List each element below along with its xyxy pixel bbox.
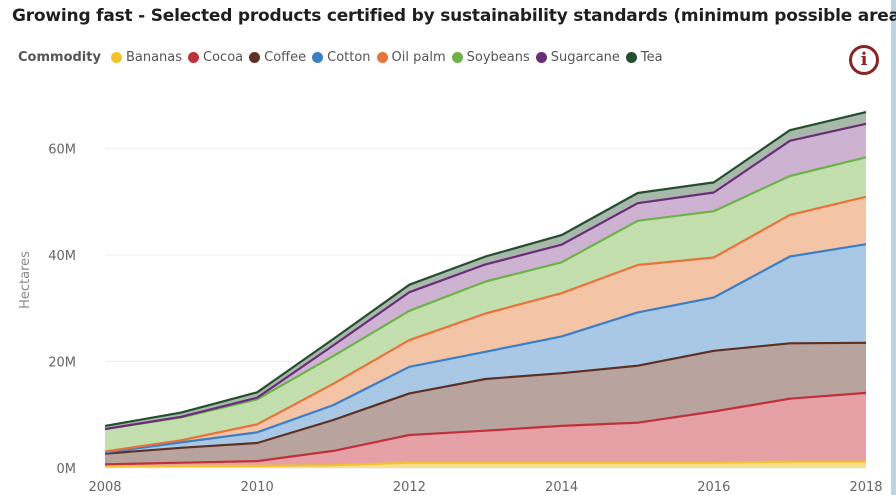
legend-item-cocoa[interactable]: Cocoa bbox=[188, 50, 243, 65]
legend-label: Bananas bbox=[125, 50, 183, 65]
legend-swatch bbox=[110, 52, 122, 63]
legend-item-sugarcane[interactable]: Sugarcane bbox=[535, 50, 620, 65]
area-oil-palm[interactable] bbox=[105, 196, 866, 453]
area-sugarcane[interactable] bbox=[105, 123, 866, 430]
line-tea bbox=[104, 111, 867, 427]
legend-item-bananas[interactable]: Bananas bbox=[110, 50, 183, 65]
info-circle-icon[interactable]: i bbox=[849, 45, 879, 75]
legend-swatch bbox=[312, 52, 324, 63]
line-cocoa bbox=[104, 391, 867, 466]
area-cocoa[interactable] bbox=[105, 392, 866, 467]
legend-item-cotton[interactable]: Cotton bbox=[312, 50, 371, 65]
legend-item-tea[interactable]: Tea bbox=[625, 50, 663, 65]
legend-swatch bbox=[188, 52, 200, 63]
area-cotton[interactable] bbox=[105, 244, 866, 454]
y-tick-label: 20M bbox=[48, 355, 76, 370]
legend-label: Cotton bbox=[327, 50, 371, 65]
legend-label: Cocoa bbox=[203, 50, 244, 65]
area-tea[interactable] bbox=[105, 112, 866, 430]
legend-item-oil-palm[interactable]: Oil palm bbox=[376, 50, 446, 65]
line-coffee bbox=[104, 341, 867, 455]
legend-label: Coffee bbox=[264, 50, 307, 65]
legend-label: Sugarcane bbox=[550, 50, 620, 65]
legend-label: Tea bbox=[640, 50, 663, 65]
y-axis-label: Hectares bbox=[18, 251, 33, 309]
legend-label: Oil palm bbox=[391, 50, 446, 65]
area-coffee[interactable] bbox=[105, 342, 866, 465]
legend-title: Commodity bbox=[18, 50, 101, 65]
y-tick-label: 0M bbox=[57, 462, 77, 477]
legend-swatch bbox=[625, 52, 637, 63]
line-bananas bbox=[104, 460, 866, 468]
legend-swatch bbox=[249, 52, 261, 63]
x-tick-label: 2016 bbox=[697, 480, 730, 495]
x-tick-label: 2008 bbox=[88, 480, 121, 495]
x-tick-label: 2012 bbox=[393, 480, 426, 495]
y-tick-label: 60M bbox=[48, 142, 76, 157]
legend-items: Bananas Cocoa Coffee Cotton Oil palm Soybeans… bbox=[110, 50, 669, 65]
x-tick-label: 2018 bbox=[849, 480, 882, 495]
line-soybeans bbox=[104, 156, 867, 431]
legend-swatch bbox=[535, 52, 547, 63]
legend-swatch bbox=[451, 52, 463, 63]
x-tick-label: 2014 bbox=[545, 480, 578, 495]
legend-item-soybeans[interactable]: Soybeans bbox=[451, 50, 530, 65]
line-sugarcane bbox=[104, 122, 867, 431]
legend: Commodity Bananas Cocoa Coffee Cotton Oil pa… bbox=[18, 50, 669, 65]
y-axis-ticks: 0M 20M 40M 60M bbox=[48, 142, 76, 477]
chart-title: Growing fast - Selected products certifi… bbox=[12, 6, 896, 26]
x-tick-label: 2010 bbox=[241, 480, 274, 495]
legend-item-coffee[interactable]: Coffee bbox=[249, 50, 306, 65]
legend-swatch bbox=[376, 52, 388, 63]
y-tick-label: 40M bbox=[48, 249, 76, 264]
area-series bbox=[104, 111, 867, 468]
x-axis-ticks: 2008 2010 2012 2014 2016 2018 bbox=[88, 480, 882, 495]
legend-label: Soybeans bbox=[466, 50, 530, 65]
panel-right-border bbox=[891, 0, 896, 495]
line-oil-palm bbox=[104, 195, 867, 453]
line-cotton bbox=[104, 243, 867, 454]
